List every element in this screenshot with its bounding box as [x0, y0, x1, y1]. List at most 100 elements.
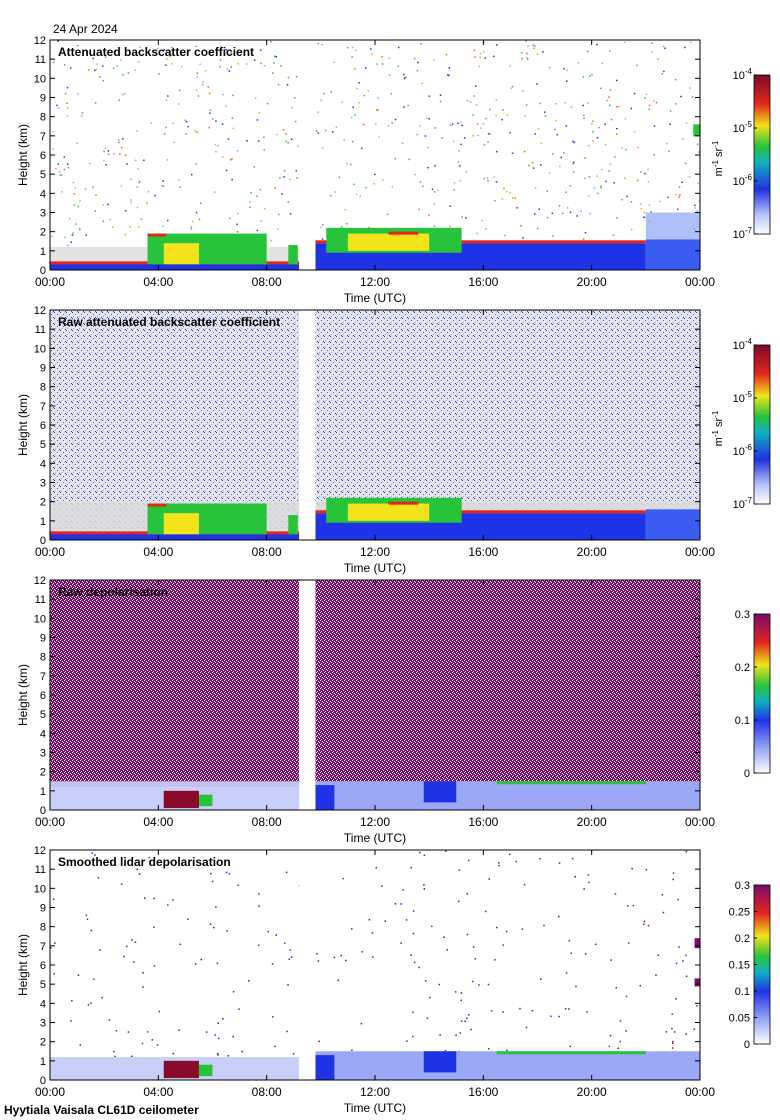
y-tick-label: 4 [40, 188, 46, 200]
y-tick-label: 11 [35, 324, 46, 336]
y-axis-label: Height (km) [16, 124, 30, 186]
boundary-layer-top [315, 510, 646, 514]
colorbar-tick-label: 0.2 [735, 662, 750, 674]
y-tick-label: 4 [40, 728, 46, 740]
plot-area-1 [50, 40, 700, 270]
y-tick-label: 0 [40, 535, 46, 547]
date-label: 24 Apr 2024 [53, 22, 118, 36]
y-tick-label: 1 [40, 786, 46, 798]
x-tick-label: 20:00 [577, 1085, 607, 1099]
data-gap [299, 850, 316, 1080]
y-tick-label: 7 [40, 941, 46, 953]
panel-title: Raw depolarisation [58, 585, 168, 599]
x-tick-label: 12:00 [360, 545, 390, 559]
panel-title: Smoothed lidar depolarisation [58, 855, 231, 869]
unit-exp: -1 [711, 159, 720, 167]
colorbar-tick-base: 10 [733, 499, 745, 511]
x-tick-label: 04:00 [143, 815, 173, 829]
x-tick-label: 00:00 [35, 275, 65, 289]
y-tick-label: 10 [34, 613, 46, 625]
y-tick-label: 0 [40, 265, 46, 277]
y-tick-label: 11 [35, 864, 46, 876]
y-tick-label: 5 [40, 439, 46, 451]
x-tick-label: 00:00 [685, 815, 715, 829]
y-tick-label: 9 [40, 93, 46, 105]
unit-base: m [713, 167, 725, 176]
colorbar: 10-410-510-610-7m-1​ sr-1​ [711, 67, 771, 241]
y-tick-label: 5 [40, 169, 46, 181]
colorbar-tick-label: 10-5 [733, 390, 753, 405]
high-cloud [693, 124, 700, 137]
x-tick-label: 00:00 [685, 275, 715, 289]
panel-4: Smoothed lidar depolarisation01234567891… [16, 845, 771, 1115]
colorbar-tick-label: 10-4 [733, 337, 753, 352]
colorbar-tick-label: 0 [744, 1039, 750, 1051]
y-tick-label: 6 [40, 690, 46, 702]
colorbar-unit: m-1​ sr-1​ [711, 140, 725, 176]
colorbar-tick-base: 10 [733, 123, 745, 135]
plot-area-4 [50, 850, 700, 1080]
data-gap [299, 40, 316, 270]
colorbar-tick-base: 10 [733, 229, 745, 241]
colorbar-tick-exp: -6 [745, 443, 753, 452]
colorbar-tick-exp: -4 [745, 337, 753, 346]
colorbar-tick-label: 0 [744, 768, 750, 780]
panel-2: Raw attenuated backscatter coefficient 0 1… [16, 305, 771, 575]
y-tick-label: 2 [40, 1037, 46, 1049]
colorbar-tick-label: 10-5 [733, 120, 753, 135]
y-tick-label: 10 [34, 73, 46, 85]
unit-exp: -1 [711, 410, 720, 418]
y-axis-label: Height (km) [16, 934, 30, 996]
y-tick-label: 7 [40, 671, 46, 683]
y-tick-label: 11 [35, 54, 46, 66]
x-tick-label: 00:00 [685, 545, 715, 559]
y-tick-label: 3 [40, 208, 46, 220]
colorbar-scale [753, 74, 771, 235]
y-tick-label: 2 [40, 767, 46, 779]
y-tick-label: 10 [34, 343, 46, 355]
plot-area-2 [50, 310, 700, 540]
colorbar-tick-exp: -6 [745, 173, 753, 182]
colorbar-tick-label: 0.1 [735, 715, 750, 727]
x-tick-label: 00:00 [35, 815, 65, 829]
y-tick-label: 4 [40, 458, 46, 470]
colorbar-tick-exp: -7 [745, 496, 753, 505]
colorbar-tick-label: 10-7 [733, 496, 753, 511]
x-tick-label: 20:00 [577, 275, 607, 289]
colorbar-tick-base: 10 [733, 446, 745, 458]
night-haze [645, 212, 700, 240]
colorbar-tick-label: 10-7 [733, 226, 753, 241]
x-tick-label: 08:00 [252, 815, 282, 829]
colorbar-tick-base: 10 [733, 70, 745, 82]
x-tick-label: 04:00 [143, 275, 173, 289]
unit-base: sr [713, 147, 725, 160]
y-tick-label: 0 [40, 805, 46, 817]
y-tick-label: 3 [40, 478, 46, 490]
instrument-footer: Hyytiala Vaisala CL61D ceilometer [4, 1103, 199, 1117]
y-tick-label: 8 [40, 922, 46, 934]
data-gap [299, 310, 316, 540]
y-tick-label: 7 [40, 401, 46, 413]
colorbar: 10-410-510-610-7m-1​ sr-1​ [711, 337, 771, 511]
x-axis: 00:00 04:00 08:00 12:00 16:00 20:00 00:00 Time … [35, 580, 715, 845]
colorbar-tick-label: 10-6 [733, 443, 753, 458]
y-tick-label: 12 [34, 845, 46, 857]
morning-depol-feature [163, 1060, 199, 1079]
y-tick-label: 1 [40, 1056, 46, 1068]
afternoon-depol-layer [315, 781, 700, 810]
x-tick-label: 12:00 [360, 815, 390, 829]
y-tick-label: 10 [34, 883, 46, 895]
y-tick-label: 2 [40, 497, 46, 509]
colorbar-scale [753, 344, 771, 505]
x-tick-label: 12:00 [360, 1085, 390, 1099]
unit-exp: -1 [711, 429, 720, 437]
y-tick-label: 1 [40, 516, 46, 528]
x-tick-label: 16:00 [468, 815, 498, 829]
colorbar-tick-exp: -5 [745, 120, 753, 129]
x-tick-label: 08:00 [252, 545, 282, 559]
